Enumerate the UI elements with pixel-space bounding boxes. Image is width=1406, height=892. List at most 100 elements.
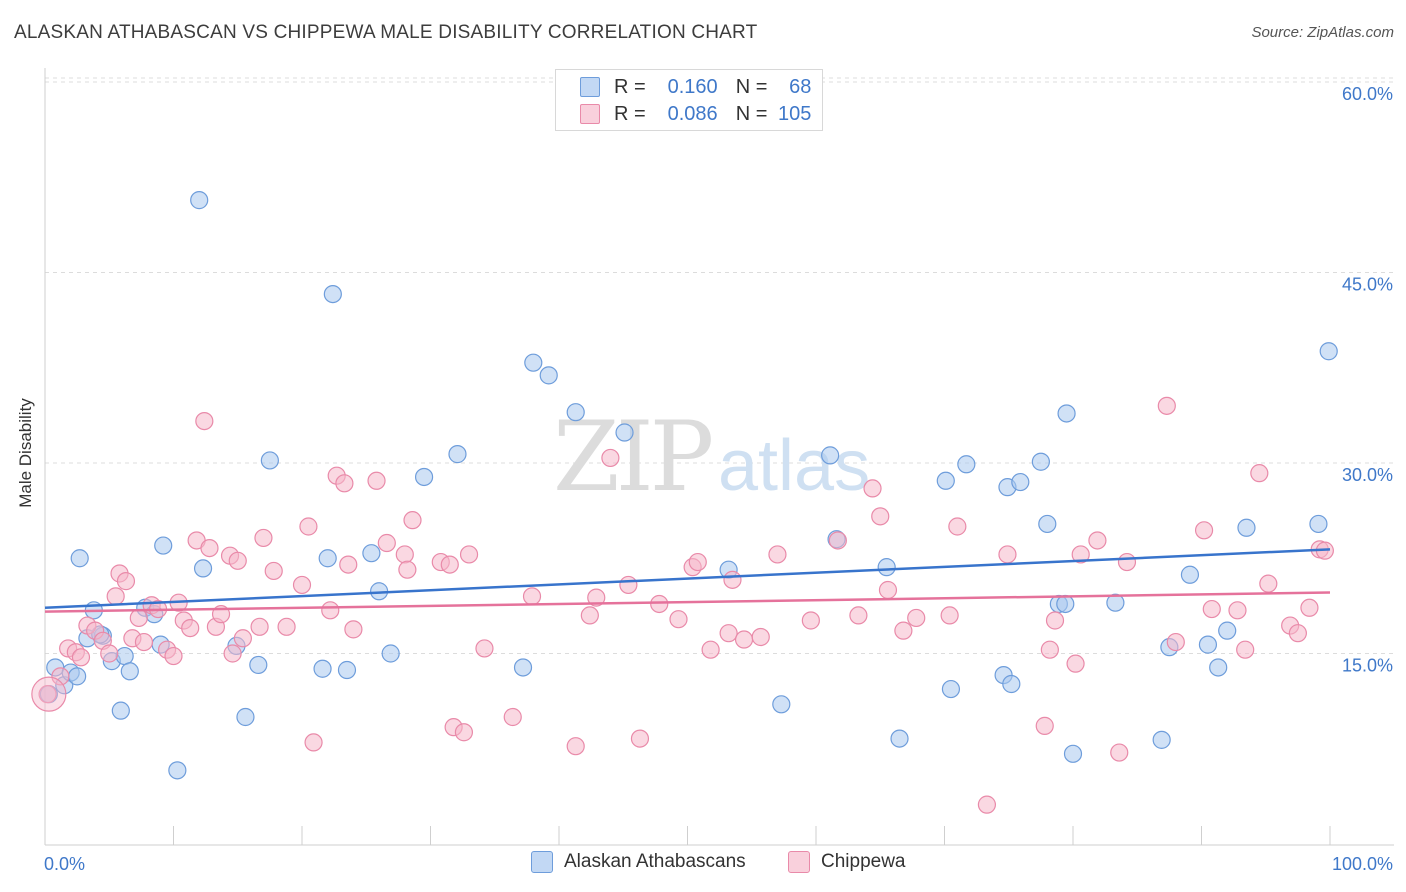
athabascan-point	[1198, 635, 1218, 654]
chippewa-point	[106, 587, 125, 606]
chippewa-point	[907, 608, 926, 628]
chippewa-point	[1110, 743, 1129, 762]
athabascan-point	[936, 471, 955, 490]
athabascan-point	[249, 655, 268, 675]
chippewa-point	[38, 685, 57, 704]
chippewa-point	[367, 471, 386, 490]
r-value: 0.160	[667, 75, 718, 98]
chippewa-point	[344, 620, 363, 639]
athabascan-point	[1057, 404, 1076, 423]
chippewa-point	[181, 618, 200, 638]
n-label: N =	[735, 75, 768, 98]
athabascan-swatch	[580, 77, 600, 97]
chippewa-point	[233, 629, 252, 648]
athabascan-trend-line	[44, 548, 1331, 610]
chippewa-point	[650, 594, 669, 614]
r-label: R =	[614, 102, 646, 125]
chippewa-point	[619, 575, 638, 595]
chippewa-point	[1259, 574, 1278, 593]
chippewa-point	[254, 528, 273, 548]
chippewa-point	[339, 555, 358, 574]
chippewa-point	[321, 601, 340, 620]
chippewa-point	[134, 632, 154, 652]
athabascan-point	[381, 644, 400, 663]
chippewa-point	[1250, 464, 1269, 483]
athabascan-point	[1038, 514, 1057, 534]
legend-item-athabascan[interactable]: Alaskan Athabascans	[531, 851, 746, 873]
r-value: 0.086	[667, 102, 718, 125]
chippewa-point	[129, 608, 148, 628]
cluster-point	[31, 676, 67, 712]
stats-row-athabascan: R = 0.160 N = 68	[580, 74, 811, 100]
chippewa-point	[948, 517, 967, 536]
legend-item-chippewa[interactable]: Chippewa	[788, 851, 906, 873]
athabascan-point	[957, 455, 976, 474]
chippewa-point	[701, 640, 720, 659]
athabascan-point	[68, 667, 87, 686]
x-tick-label: 0.0%	[44, 854, 85, 874]
chippewa-point	[1088, 531, 1107, 550]
chippewa-point	[688, 552, 707, 572]
athabascan-point	[539, 366, 558, 385]
y-tick-label: 15.0%	[1342, 656, 1393, 676]
chippewa-point	[1300, 598, 1319, 617]
chippewa-point	[1202, 599, 1221, 619]
chippewa-point	[299, 517, 318, 536]
chippewa-point	[1194, 521, 1214, 540]
legend-label: Chippewa	[821, 851, 906, 872]
athabascan-point	[1319, 342, 1338, 361]
chippewa-point	[940, 606, 959, 625]
athabascan-point	[1152, 730, 1171, 749]
athabascan-point	[414, 467, 434, 487]
chippewa-point	[580, 606, 599, 625]
athabascan-point	[1011, 472, 1030, 492]
chippewa-point	[669, 610, 688, 629]
chippewa-point	[998, 545, 1017, 564]
athabascan-point	[337, 660, 357, 680]
stats-legend: R = 0.160 N = 68 R = 0.086 N = 105	[555, 69, 823, 131]
athabascan-point	[1309, 514, 1328, 534]
athabascan-point	[1063, 744, 1083, 763]
athabascan-point	[941, 679, 961, 699]
chippewa-point	[71, 648, 91, 667]
athabascan-point	[524, 353, 543, 372]
athabascan-point	[1237, 518, 1256, 537]
athabascan-point	[318, 549, 337, 568]
chippewa-point	[475, 639, 494, 658]
athabascan-point	[1056, 594, 1075, 614]
chippewa-point	[335, 474, 354, 493]
chippewa-point	[1066, 654, 1085, 673]
chippewa-point	[398, 560, 417, 579]
chippewa-point	[1045, 611, 1065, 630]
chippewa-point	[223, 644, 242, 663]
chippewa-point	[863, 479, 882, 498]
y-tick-label: 60.0%	[1342, 84, 1393, 104]
y-axis-label: Male Disability	[16, 398, 35, 508]
chippewa-point	[1035, 716, 1054, 735]
chippewa-legend-swatch	[788, 851, 810, 873]
chippewa-point	[849, 606, 868, 625]
chippewa-point	[723, 570, 742, 589]
chippewa-point	[1040, 640, 1059, 659]
athabascan-point	[1031, 452, 1050, 471]
chippewa-point	[768, 545, 787, 564]
athabascan-point	[877, 558, 896, 577]
chippewa-point	[878, 580, 898, 600]
source-label: Source: ZipAtlas.com	[1251, 24, 1394, 41]
chippewa-point	[587, 588, 606, 607]
chippewa-point	[292, 575, 312, 595]
athabascan-point	[772, 695, 791, 714]
legend-label: Alaskan Athabascans	[564, 851, 746, 872]
athabascan-point	[566, 403, 585, 422]
chippewa-point	[828, 531, 847, 550]
y-tick-label: 45.0%	[1342, 275, 1393, 295]
athabascan-point	[1218, 621, 1237, 640]
athabascan-point	[190, 191, 209, 210]
chippewa-point	[250, 617, 269, 636]
chippewa-point	[1236, 640, 1255, 659]
n-value: 105	[778, 102, 812, 125]
r-label: R =	[614, 75, 646, 98]
chippewa-point	[395, 545, 414, 564]
chippewa-point	[719, 624, 738, 643]
